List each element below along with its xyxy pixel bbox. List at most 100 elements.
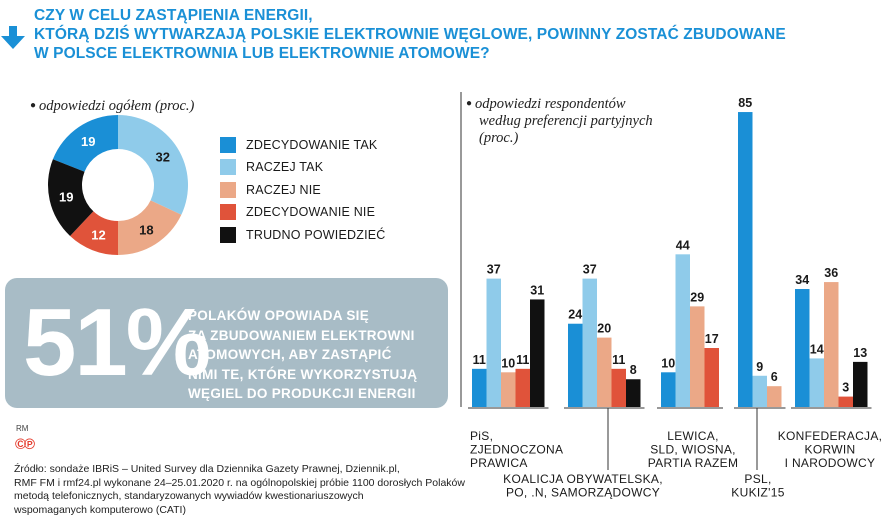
category-label: LEWICA, <box>667 429 718 443</box>
party-subtitle: ● odpowiedzi respondentów według preferen… <box>466 96 653 146</box>
bar-value-label: 44 <box>676 238 690 252</box>
category-label: KUKIZ'15 <box>731 486 784 500</box>
title-line: KTÓRĄ DZIŚ WYTWARZAJĄ POLSKIE ELEKTROWNI… <box>34 26 786 43</box>
bar <box>472 368 487 407</box>
bar-value-label: 11 <box>473 353 486 367</box>
donut-value-label: 19 <box>59 190 73 205</box>
title-line: CZY W CELU ZASTĄPIENIA ENERGII, <box>34 7 313 24</box>
bar-value-label: 29 <box>690 290 704 304</box>
stat-line: ZA ZBUDOWANIEM ELEKTROWNI <box>188 327 415 343</box>
bar-value-label: 14 <box>810 342 824 356</box>
bar <box>661 372 676 407</box>
bar <box>767 386 782 407</box>
bar-value-label: 13 <box>853 346 867 360</box>
bar-value-label: 3 <box>842 381 849 395</box>
bar-value-label: 34 <box>795 273 809 287</box>
bar <box>824 282 839 407</box>
legend-label: ZDECYDOWANIE NIE <box>246 205 376 220</box>
bar <box>675 254 690 407</box>
bar <box>795 289 810 407</box>
bar <box>597 337 612 407</box>
bar <box>582 278 597 407</box>
page-title: CZY W CELU ZASTĄPIENIA ENERGII, KTÓRĄ DZ… <box>34 6 874 63</box>
bullet-icon: ● <box>466 98 473 109</box>
copyright-icon: ©℗ <box>15 436 35 453</box>
bullet-icon: ● <box>30 100 37 111</box>
bar-value-label: 36 <box>824 266 838 280</box>
category-label: PO, .N, SAMORZĄDOWCY <box>506 486 660 500</box>
bar-value-label: 17 <box>705 332 719 346</box>
bar <box>853 361 868 407</box>
legend-label: TRUDNO POWIEDZIEĆ <box>246 227 386 242</box>
stat-description: POLAKÓW OPOWIADA SIĘ ZA ZBUDOWANIEM ELEK… <box>188 306 443 404</box>
bar <box>690 306 705 407</box>
legend-label: RACZEJ NIE <box>246 182 321 197</box>
rm-label: RM <box>16 424 29 433</box>
bar-value-label: 9 <box>756 360 763 374</box>
legend-swatch <box>220 137 236 153</box>
category-label: PRAWICA <box>470 456 528 470</box>
legend-swatch <box>220 226 236 243</box>
bar-value-label: 11 <box>612 353 625 367</box>
donut-chart: 19 32 18 12 19 <box>48 115 188 255</box>
bar <box>838 396 853 407</box>
stat-box: 51% POLAKÓW OPOWIADA SIĘ ZA ZBUDOWANIEM … <box>5 278 448 408</box>
bar <box>515 368 530 407</box>
big-percentage: 51% <box>23 289 211 396</box>
bar <box>704 348 719 407</box>
bar-value-label: 37 <box>583 263 597 277</box>
stat-line: WĘGIEL DO PRODUKCJI ENERGII <box>188 386 416 401</box>
category-label: KOALICJA OBYWATELSKA, <box>503 472 663 486</box>
legend-label: ZDECYDOWANIE TAK <box>246 138 378 152</box>
stat-line: NIMI TE, KTÓRE WYKORZYSTUJĄ <box>188 366 418 382</box>
donut-slice <box>118 115 188 215</box>
bar-value-label: 31 <box>530 283 544 297</box>
legend-label: RACZEJ TAK <box>246 160 324 175</box>
donut-value-label: 32 <box>156 150 170 165</box>
stat-line: POLAKÓW OPOWIADA SIĘ <box>188 308 369 323</box>
down-arrow-icon <box>1 26 25 49</box>
donut-slice <box>118 200 182 255</box>
bar-value-label: 10 <box>501 356 515 370</box>
donut-slice <box>70 211 118 255</box>
category-label: PSL, <box>744 472 771 486</box>
bar <box>752 375 767 407</box>
category-label: KONFEDERACJA, <box>778 429 883 443</box>
bar <box>809 358 824 407</box>
bar-value-label: 8 <box>630 363 637 377</box>
category-label: SLD, WIOSNA, <box>650 443 736 457</box>
legend-swatch <box>220 159 236 176</box>
bar <box>486 278 501 407</box>
bar-value-label: 10 <box>661 356 675 370</box>
donut-value-label: 18 <box>139 223 153 238</box>
source-line: metodą telefonicznych, standaryzowanych … <box>14 490 364 503</box>
bar <box>626 379 641 407</box>
overall-subtitle: ● odpowiedzi ogółem (proc.) <box>30 98 195 114</box>
bar <box>530 299 545 407</box>
donut-value-label: 12 <box>91 227 105 242</box>
donut-value-label: 19 <box>81 134 95 149</box>
title-line: W POLSCE ELEKTROWNIA LUB ELEKTROWNIE ATO… <box>34 45 490 62</box>
bar <box>501 372 516 407</box>
stat-line: ATOMOWYCH, ABY ZASTĄPIĆ <box>188 347 392 362</box>
donut-slice <box>52 115 118 172</box>
category-label: PiS, <box>470 429 493 443</box>
category-label: I NARODOWCY <box>785 456 876 470</box>
donut-slice <box>48 159 94 237</box>
bar-value-label: 11 <box>516 353 529 367</box>
legend-swatch <box>220 204 236 221</box>
category-label: KORWIN <box>805 443 856 457</box>
source-line: Źródło: sondaże IBRiS – United Survey dl… <box>14 463 400 475</box>
source-line: RMF FM i rmf24.pl wykonane 24–25.01.2020… <box>14 476 465 489</box>
legend-swatch <box>220 181 236 198</box>
bar-value-label: 20 <box>597 322 611 336</box>
category-label: ZJEDNOCZONA <box>470 443 563 457</box>
bar <box>611 368 626 407</box>
bar <box>738 112 753 408</box>
bar-value-label: 6 <box>771 370 778 384</box>
bar-value-label: 85 <box>738 96 752 110</box>
bar <box>568 323 583 407</box>
bar-value-label: 24 <box>568 308 582 322</box>
bar-value-label: 37 <box>487 263 501 277</box>
